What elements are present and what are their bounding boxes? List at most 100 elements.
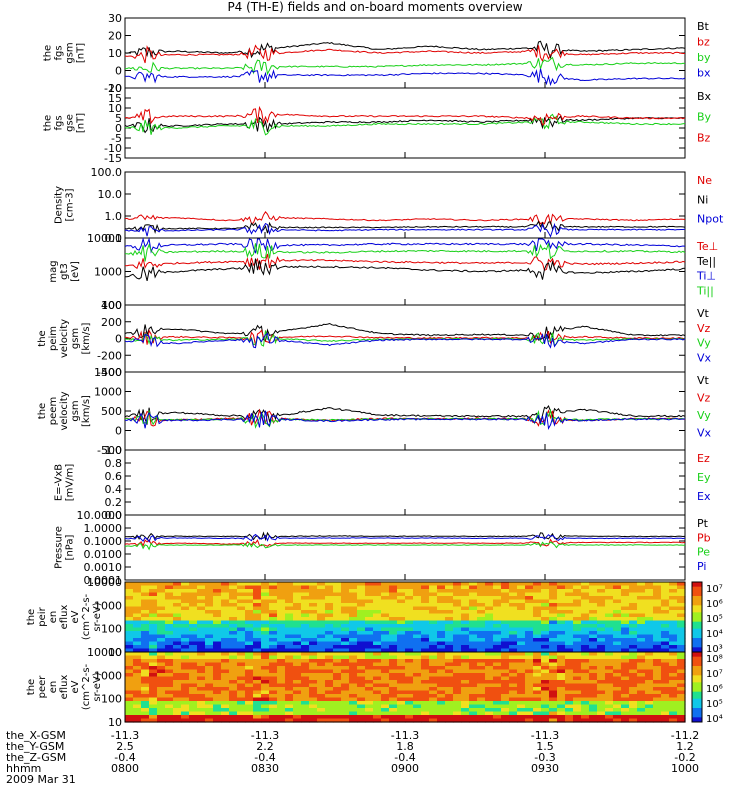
peir_spectrogram-cell (669, 645, 678, 650)
peer_spectrogram-cell (485, 711, 494, 716)
peir_spectrogram-cell (533, 589, 542, 594)
peir_spectrogram-cell (381, 624, 390, 629)
peir_spectrogram-cell (573, 638, 582, 643)
peir_spectrogram-cell (261, 624, 270, 629)
peir_spectrogram-cell (197, 617, 206, 622)
peir_spectrogram-cell (245, 603, 254, 608)
peer_spectrogram-cell (349, 680, 358, 685)
peer_spectrogram-cell (669, 694, 678, 699)
peir_spectrogram-cell (541, 603, 550, 608)
peim_velocity-series-1 (124, 329, 686, 346)
peer_spectrogram-cell (237, 683, 246, 688)
peir_spectrogram-cell (357, 645, 366, 650)
peir_spectrogram-colorbar-step (692, 582, 702, 585)
peir_spectrogram-cell (469, 606, 478, 611)
peir_spectrogram-cell (213, 624, 222, 629)
peir_spectrogram-cell (197, 589, 206, 594)
peir_spectrogram-cell (189, 606, 198, 611)
peir_spectrogram-cell (373, 606, 382, 611)
peir_spectrogram-cell (533, 585, 542, 590)
peir_spectrogram-cell (437, 620, 446, 625)
peer_spectrogram-cell (437, 708, 446, 713)
peer_spectrogram-cell (237, 687, 246, 692)
peir_spectrogram-cell (405, 599, 414, 604)
peir_spectrogram-cell (325, 620, 334, 625)
peer_spectrogram-cell (317, 673, 326, 678)
peer_spectrogram-cell (133, 704, 142, 709)
peir_spectrogram-cell (269, 617, 278, 622)
peir_spectrogram-cell (253, 582, 262, 587)
peer_spectrogram-cell (205, 652, 214, 657)
peir_spectrogram-cell (413, 582, 422, 587)
peir_spectrogram-cell (501, 589, 510, 594)
peir_spectrogram-cell (333, 585, 342, 590)
peir_spectrogram-cell (181, 592, 190, 597)
peer_spectrogram-cell (301, 704, 310, 709)
peer_spectrogram-cell (533, 704, 542, 709)
peer_spectrogram-cell (173, 683, 182, 688)
peir_spectrogram-cell (653, 631, 662, 636)
peir_spectrogram-cell (661, 606, 670, 611)
peir_spectrogram-cell (309, 638, 318, 643)
peer_spectrogram-cell (397, 676, 406, 681)
peer_spectrogram-cell (285, 683, 294, 688)
peer_spectrogram-cell (141, 662, 150, 667)
peir_spectrogram-cell (661, 585, 670, 590)
peir_spectrogram-cell (605, 620, 614, 625)
peer_spectrogram-cell (173, 662, 182, 667)
peir_spectrogram-cell (325, 627, 334, 632)
peir_spectrogram-cell (325, 585, 334, 590)
peir_spectrogram-cell (557, 634, 566, 639)
peer_spectrogram-cell (213, 655, 222, 660)
peer_spectrogram-cell (141, 690, 150, 695)
peir_spectrogram-cell (229, 606, 238, 611)
peer_spectrogram-cell (221, 655, 230, 660)
fgs_gsm-series-1 (124, 44, 685, 64)
peir_spectrogram-cell (629, 631, 638, 636)
peer_spectrogram-cell (469, 680, 478, 685)
peer_spectrogram-cell (157, 718, 166, 723)
peer_spectrogram-cell (221, 697, 230, 702)
peir_spectrogram-cell (501, 627, 510, 632)
peer_spectrogram-cell (477, 680, 486, 685)
peer_spectrogram-cell (405, 676, 414, 681)
peir_spectrogram-cell (461, 617, 470, 622)
peir_spectrogram-cell (541, 585, 550, 590)
peir_spectrogram-cell (189, 599, 198, 604)
peer_spectrogram-cell (389, 718, 398, 723)
peir_spectrogram-cell (509, 627, 518, 632)
peir_spectrogram-cell (165, 624, 174, 629)
peir_spectrogram-cell (341, 620, 350, 625)
peir_spectrogram-cell (565, 606, 574, 611)
peer_spectrogram-cell (637, 704, 646, 709)
peir_spectrogram-cell (301, 596, 310, 601)
peer_spectrogram-cell (245, 673, 254, 678)
peir_spectrogram-cell (173, 610, 182, 615)
peir_spectrogram-cell (525, 603, 534, 608)
peir_spectrogram-cell (221, 641, 230, 646)
peer_spectrogram-cell (565, 715, 574, 720)
peer_spectrogram-colorbar-label-0: 10⁸ (706, 654, 723, 665)
ephem-t-1: 0830 (251, 762, 279, 775)
peer_spectrogram-cell (197, 683, 206, 688)
peer_spectrogram-cell (469, 662, 478, 667)
fgs_gsm-ytick-label: -10 (104, 82, 122, 95)
peir_spectrogram-cell (213, 638, 222, 643)
peer_spectrogram-cell (133, 659, 142, 664)
peir_spectrogram-cell (205, 648, 214, 653)
peir_spectrogram-cell (165, 582, 174, 587)
peer_spectrogram-cell (637, 694, 646, 699)
peer_spectrogram-cell (597, 711, 606, 716)
peem_velocity-ylabel: velocity (59, 391, 70, 430)
peer_spectrogram-colorbar-step (692, 670, 702, 674)
peir_spectrogram-cell (293, 617, 302, 622)
peer_spectrogram-cell (285, 690, 294, 695)
peir_spectrogram-cell (637, 638, 646, 643)
peir_spectrogram-cell (301, 624, 310, 629)
peir_spectrogram-cell (437, 585, 446, 590)
peer_spectrogram-cell (133, 715, 142, 720)
peir_spectrogram-cell (293, 627, 302, 632)
peir_spectrogram-cell (589, 641, 598, 646)
peer_spectrogram-cell (541, 655, 550, 660)
peer_spectrogram-cell (165, 697, 174, 702)
